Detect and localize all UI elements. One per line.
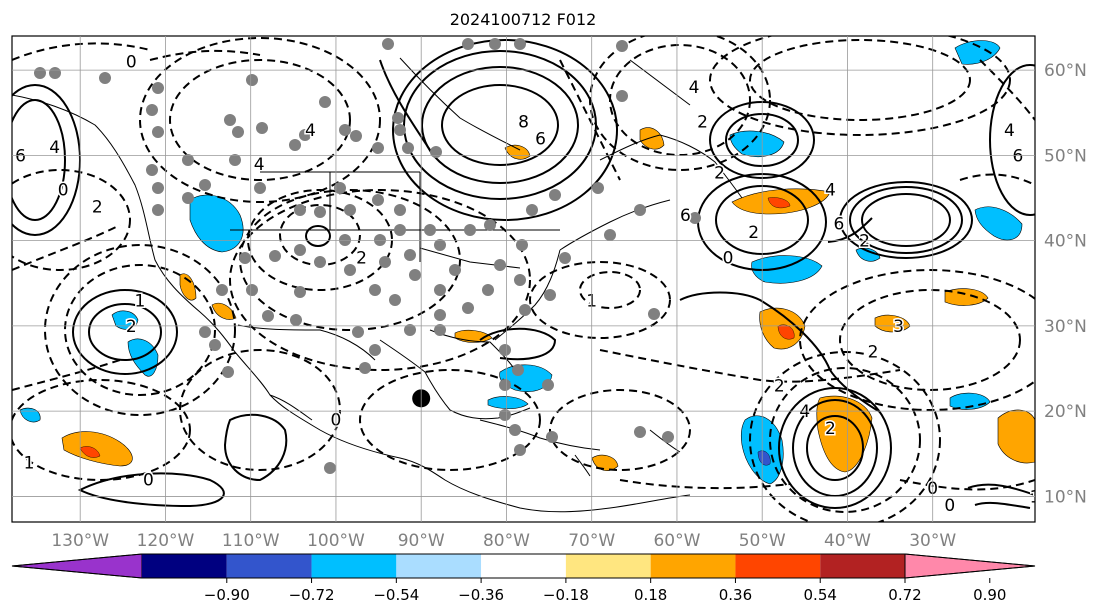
longitude-tick-label: 100°W [307,531,365,551]
shading-blue [974,206,1023,241]
shading-blue [751,255,823,284]
latitude-tick-label: 50°N [1044,146,1087,166]
shading-orange [639,127,665,150]
contour-label: 2 [92,198,103,218]
station-dots [34,38,701,474]
colorbar-over-triangle [904,553,1036,579]
colorbar-outline [11,553,1036,579]
contour-label: 0 [58,180,69,200]
longitude-tick-label: 50°W [739,531,786,551]
colorbar-tick-label: −0.72 [289,586,335,604]
colorbar-segment [311,554,397,578]
latitude-labels: 60°N 50°N 40°N 30°N 20°N 10°N [1044,61,1087,507]
contour-label: 6 [680,206,691,226]
longitude-tick-label: 30°W [909,531,956,551]
shading-blue [855,247,881,262]
shading-blue-dark [757,450,771,466]
colorbar-tick-label: 0.18 [634,586,667,604]
contour-label: 2 [714,163,725,183]
contour-label: 2 [868,342,879,362]
contour-label: 0 [723,249,734,269]
contour-label: 2 [774,377,785,397]
longitude-tick-label: 40°W [824,531,871,551]
colorbar-segment [481,554,566,578]
contour-label: 2 [356,249,367,269]
colorbar-tick-label: −0.18 [543,586,589,604]
shading-red [79,446,101,458]
colorbar-segment [735,554,821,578]
contour-label: 4 [1004,121,1015,141]
latitude-tick-label: 20°N [1044,402,1087,422]
longitude-tick-label: 130°W [51,531,109,551]
longitude-tick-label: 90°W [398,531,445,551]
contour-label: 0 [944,496,955,516]
shading-blue [111,310,139,330]
longitude-labels: 130°W 120°W 110°W 100°W 90°W 80°W 70°W 60°W 50°W… [51,531,956,551]
colorbar-tick-label: −0.36 [458,586,504,604]
colorbar-tick-label: 0.90 [973,586,1006,604]
latitude-tick-label: 40°N [1044,232,1087,252]
contour-label: 2 [859,232,870,252]
shading-orange [944,288,989,306]
colorbar-tick-label: −0.90 [204,586,250,604]
contour-label: 1 [24,453,35,473]
shading-blue [954,40,1001,65]
shading-orange [211,302,237,320]
colorbar: −0.90 −0.72 −0.54 −0.36 −0.18 0.18 0.36 0.54 0.7… [11,553,1036,604]
contour-label: 2 [126,317,137,337]
contour-label: 2 [748,223,759,243]
contour-label: 8 [518,112,529,132]
contour-label: 6 [1013,146,1024,166]
contour-label: 3 [893,317,904,337]
shading-orange [179,273,197,301]
contour-label: 4 [254,155,265,175]
latitude-tick-label: 10°N [1044,487,1087,507]
colorbar-tick-label: 0.36 [719,586,752,604]
contour-label: 6 [834,215,845,235]
contour-label: 6 [15,146,26,166]
longitude-tick-label: 110°W [222,531,280,551]
latitude-tick-label: 60°N [1044,61,1087,81]
gridlines [12,36,1035,522]
shading-orange [61,431,133,467]
shading-orange [997,409,1035,464]
longitude-tick-label: 120°W [137,531,195,551]
contour-label: 4 [689,78,700,98]
longitude-tick-label: 70°W [568,531,615,551]
longitude-tick-label: 60°W [653,531,700,551]
colorbar-segment [226,554,312,578]
colorbar-segment [142,554,227,578]
contour-label: 4 [49,138,60,158]
latitude-tick-label: 30°N [1044,317,1087,337]
colorbar-segment [820,554,905,578]
figure-title: 2024100712 F012 [449,10,597,29]
contour-label: 2 [825,419,836,439]
contour-label: 4 [305,121,316,141]
contour-label: 2 [697,112,708,132]
shading-blue [487,396,529,409]
contour-label: 4 [825,180,836,200]
map-frame [11,35,1036,523]
shading-orange [816,395,873,473]
shading-red [777,324,795,340]
contour-label: 0 [126,53,137,73]
contour-label: 0 [143,470,154,490]
colorbar-under-triangle [11,553,143,579]
contour-label: 1 [134,291,145,311]
contour-label: 4 [799,402,810,422]
contour-label: 6 [535,129,546,149]
colorbar-segment [565,554,651,578]
colorbar-segment [650,554,736,578]
colorbar-tick-label: 0.72 [888,586,921,604]
colorbar-segment [396,554,482,578]
shading-red [767,197,791,209]
longitude-tick-label: 80°W [483,531,530,551]
colorbar-tick-label: 0.54 [804,586,837,604]
contours-dashed [12,36,1035,522]
colorbar-tick-label: −0.54 [373,586,419,604]
contour-label: 1 [1030,487,1041,507]
